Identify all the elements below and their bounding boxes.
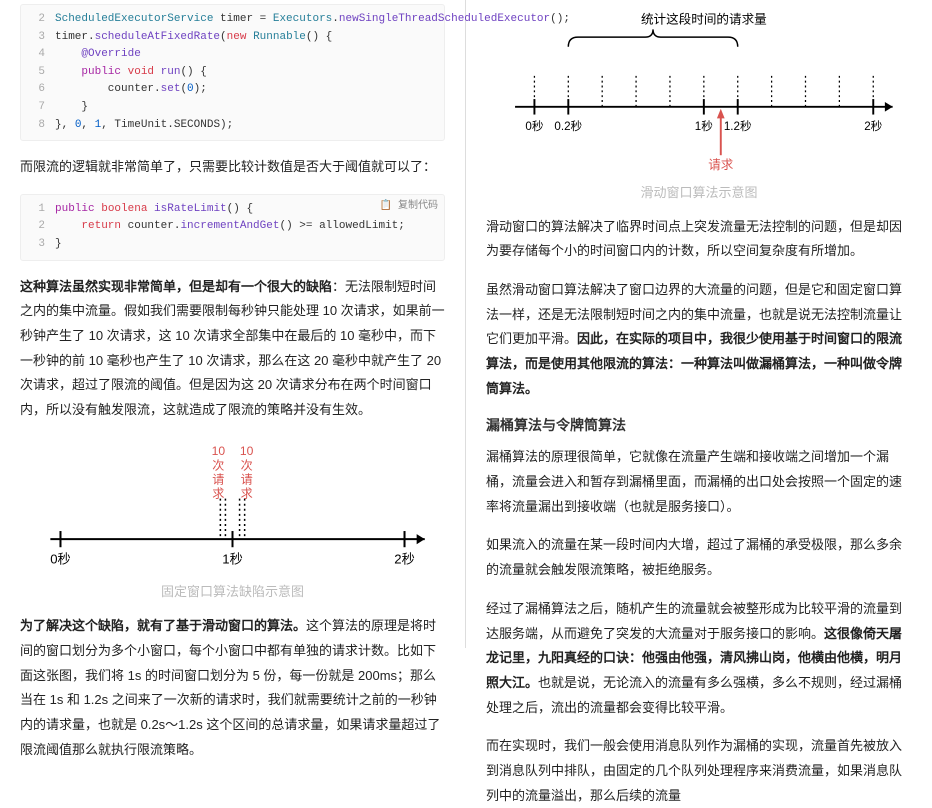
line-number: 2 <box>29 218 45 236</box>
code-text: timer.scheduleAtFixedRate(new Runnable()… <box>55 29 332 47</box>
paragraph: 如果流入的流量在某一段时间内大增，超过了漏桶的承受极限，那么多余的流量就会触发限… <box>486 533 912 582</box>
code-text: counter.set(0); <box>55 81 207 99</box>
left-column: 2ScheduledExecutorService timer = Execut… <box>0 0 466 648</box>
code-text: }, 0, 1, TimeUnit.SECONDS); <box>55 117 233 135</box>
paragraph: 为了解决这个缺陷，就有了基于滑动窗口的算法。这个算法的原理是将时间的窗口划分为多… <box>20 614 445 762</box>
diagram-caption: 固定窗口算法缺陷示意图 <box>20 581 445 600</box>
code-block-1: 2ScheduledExecutorService timer = Execut… <box>20 4 445 141</box>
svg-text:1.2秒: 1.2秒 <box>724 119 752 133</box>
bold-text: 这种算法虽然实现非常简单，但是却有一个很大的缺陷 <box>20 279 332 294</box>
code-line: 2 return counter.incrementAndGet() >= al… <box>29 218 436 236</box>
diagram-caption: 滑动窗口算法示意图 <box>486 182 912 201</box>
svg-text:求: 求 <box>241 486 253 500</box>
bold-text: 为了解决这个缺陷，就有了基于滑动窗口的算法。 <box>20 618 306 633</box>
paragraph: 经过了漏桶算法之后，随机产生的流量就会被整形成为比较平滑的流量到达服务端，从而避… <box>486 597 912 720</box>
svg-text:请: 请 <box>212 472 224 486</box>
svg-text:1秒: 1秒 <box>222 551 242 566</box>
right-column: 统计这段时间的请求量 0秒 0.2秒 1秒 1.2秒 2秒请求 滑动窗口算法示意图 滑动窗… <box>466 0 932 648</box>
svg-text:10: 10 <box>240 444 254 458</box>
sliding-window-diagram: 统计这段时间的请求量 0秒 0.2秒 1秒 1.2秒 2秒请求 <box>486 10 912 175</box>
copy-code-button[interactable]: 📋 复制代码 <box>380 199 438 215</box>
code-line: 5 public void run() { <box>29 64 436 82</box>
paragraph: 而在实现时，我们一般会使用消息队列作为漏桶的实现，流量首先被放入到消息队列中排队… <box>486 734 912 808</box>
text: ：无法限制短时间之内的集中流量。假如我们需要限制每秒钟只能处理 10 次请求，如… <box>20 279 445 417</box>
line-number: 1 <box>29 201 45 219</box>
paragraph: 滑动窗口的算法解决了临界时间点上突发流量无法控制的问题，但是却因为要存储每个小的… <box>486 215 912 264</box>
text: 也就是说，无论流入的流量有多么强横，多么不规则，经过漏桶处理之后，流出的流量都会… <box>486 675 902 715</box>
line-number: 2 <box>29 11 45 29</box>
copy-label: 复制代码 <box>398 201 438 212</box>
text: 这个算法的原理是将时间的窗口划分为多个小窗口，每个小窗口中都有单独的请求计数。比… <box>20 618 440 756</box>
code-line: 1 public boolena isRateLimit() { <box>29 201 436 219</box>
svg-text:0.2秒: 0.2秒 <box>554 119 582 133</box>
svg-text:2秒: 2秒 <box>394 551 414 566</box>
code-line: 2ScheduledExecutorService timer = Execut… <box>29 11 436 29</box>
svg-text:1秒: 1秒 <box>695 119 713 133</box>
code-line: 3 timer.scheduleAtFixedRate(new Runnable(… <box>29 29 436 47</box>
line-number: 4 <box>29 46 45 64</box>
svg-text:2秒: 2秒 <box>864 119 882 133</box>
code-line: 3} <box>29 236 436 254</box>
svg-text:10: 10 <box>212 444 226 458</box>
line-number: 6 <box>29 81 45 99</box>
line-number: 3 <box>29 236 45 254</box>
paragraph: 这种算法虽然实现非常简单，但是却有一个很大的缺陷：无法限制短时间之内的集中流量。… <box>20 275 445 423</box>
svg-text:次: 次 <box>212 458 224 472</box>
code-text: public boolena isRateLimit() { <box>55 201 253 219</box>
svg-text:0秒: 0秒 <box>525 119 543 133</box>
svg-text:0秒: 0秒 <box>50 551 70 566</box>
code-line: 6 counter.set(0); <box>29 81 436 99</box>
line-number: 7 <box>29 99 45 117</box>
code-text: return counter.incrementAndGet() >= allo… <box>55 218 405 236</box>
code-line: 7 } <box>29 99 436 117</box>
svg-text:请: 请 <box>241 472 253 486</box>
code-text: @Override <box>55 46 141 64</box>
code-text: public void run() { <box>55 64 207 82</box>
line-number: 3 <box>29 29 45 47</box>
code-line: 4 @Override <box>29 46 436 64</box>
paragraph: 而限流的逻辑就非常简单了，只需要比较计数值是否大于阈值就可以了： <box>20 155 445 180</box>
line-number: 8 <box>29 117 45 135</box>
fixed-window-diagram: 0秒1秒2秒10次请求10次请求 <box>20 443 445 575</box>
svg-text:请求: 请求 <box>708 158 734 172</box>
svg-text:次: 次 <box>241 458 253 472</box>
paragraph: 漏桶算法的原理很简单，它就像在流量产生端和接收端之间增加一个漏桶，流量会进入和暂… <box>486 445 912 519</box>
code-text: } <box>55 99 88 117</box>
section-heading: 漏桶算法与令牌筒算法 <box>486 415 912 435</box>
svg-text:求: 求 <box>212 486 224 500</box>
code-line: 8 }, 0, 1, TimeUnit.SECONDS); <box>29 117 436 135</box>
line-number: 5 <box>29 64 45 82</box>
code-block-2: 📋 复制代码 1 public boolena isRateLimit() {2 … <box>20 194 445 261</box>
paragraph: 虽然滑动窗口算法解决了窗口边界的大流量的问题，但是它和固定窗口算法一样，还是无法… <box>486 278 912 401</box>
svg-text:统计这段时间的请求量: 统计这段时间的请求量 <box>641 12 767 27</box>
code-text: } <box>55 236 62 254</box>
